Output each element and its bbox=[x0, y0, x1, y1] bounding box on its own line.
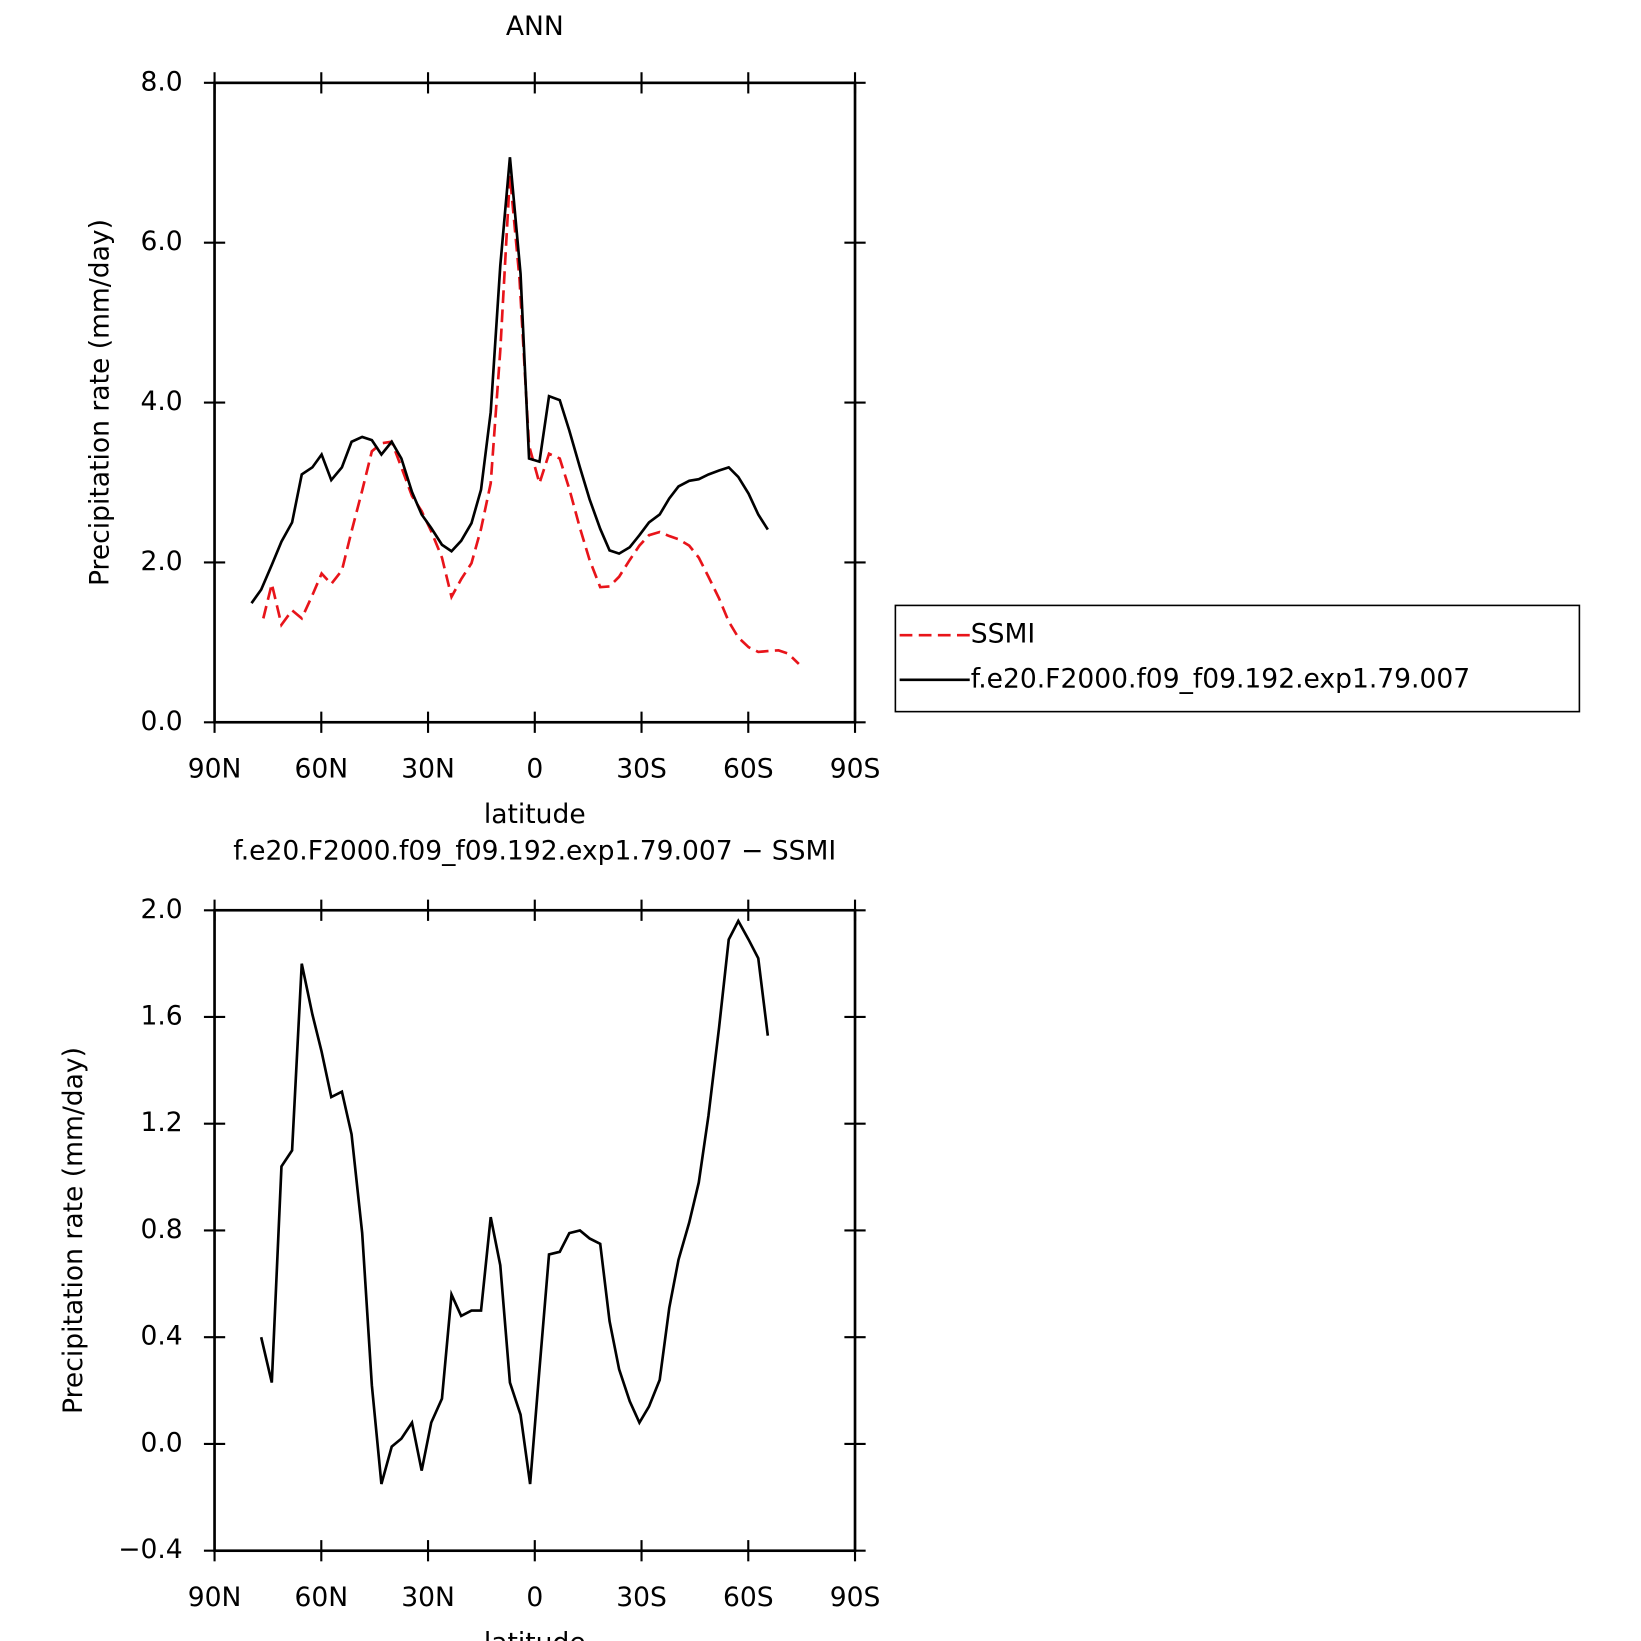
x-axis-label: latitude bbox=[484, 1628, 586, 1641]
y-tick-label: 0.8 bbox=[140, 1214, 182, 1245]
y-tick-label: 4.0 bbox=[140, 386, 182, 417]
y-tick-label: 1.6 bbox=[140, 1000, 182, 1031]
series-line bbox=[259, 918, 770, 1485]
x-tick-label: 30N bbox=[401, 754, 455, 785]
y-tick-label: 6.0 bbox=[140, 226, 182, 257]
x-tick-label: 0 bbox=[526, 1582, 543, 1613]
x-tick-label: 60S bbox=[723, 754, 774, 785]
y-tick-label: 0.4 bbox=[140, 1321, 182, 1352]
x-tick-label: 60S bbox=[723, 1582, 774, 1613]
x-axis-label: latitude bbox=[484, 799, 586, 830]
x-tick-label: 90N bbox=[188, 754, 242, 785]
x-tick-label: 0 bbox=[526, 754, 543, 785]
legend-label: f.e20.F2000.f09_f09.192.exp1.79.007 bbox=[971, 663, 1470, 694]
x-tick-label: 30S bbox=[616, 754, 667, 785]
series-line bbox=[250, 157, 769, 604]
y-tick-label: −0.4 bbox=[118, 1534, 182, 1565]
x-tick-label: 30S bbox=[616, 1582, 667, 1613]
x-tick-label: 90S bbox=[830, 1582, 881, 1613]
chart-title: ANN bbox=[506, 11, 564, 42]
x-tick-label: 60N bbox=[294, 1582, 348, 1613]
legend-label: SSMI bbox=[971, 619, 1035, 650]
series-line bbox=[262, 175, 800, 665]
y-axis-label: Precipitation rate (mm/day) bbox=[58, 1047, 89, 1414]
y-tick-label: 2.0 bbox=[140, 546, 182, 577]
chart-title: f.e20.F2000.f09_f09.192.exp1.79.007 − SS… bbox=[233, 835, 836, 866]
y-tick-label: 2.0 bbox=[140, 894, 182, 925]
plot-frame bbox=[213, 908, 857, 1553]
y-axis-label: Precipitation rate (mm/day) bbox=[84, 219, 115, 586]
x-tick-label: 90N bbox=[188, 1582, 242, 1613]
y-tick-label: 0.0 bbox=[140, 706, 182, 737]
plot-frame bbox=[213, 81, 857, 724]
x-tick-label: 60N bbox=[294, 754, 348, 785]
y-tick-label: 0.0 bbox=[140, 1427, 182, 1458]
y-tick-label: 8.0 bbox=[140, 66, 182, 97]
x-tick-label: 90S bbox=[830, 754, 881, 785]
legend-box bbox=[894, 604, 1581, 713]
x-tick-label: 30N bbox=[401, 1582, 455, 1613]
y-tick-label: 1.2 bbox=[140, 1107, 182, 1138]
